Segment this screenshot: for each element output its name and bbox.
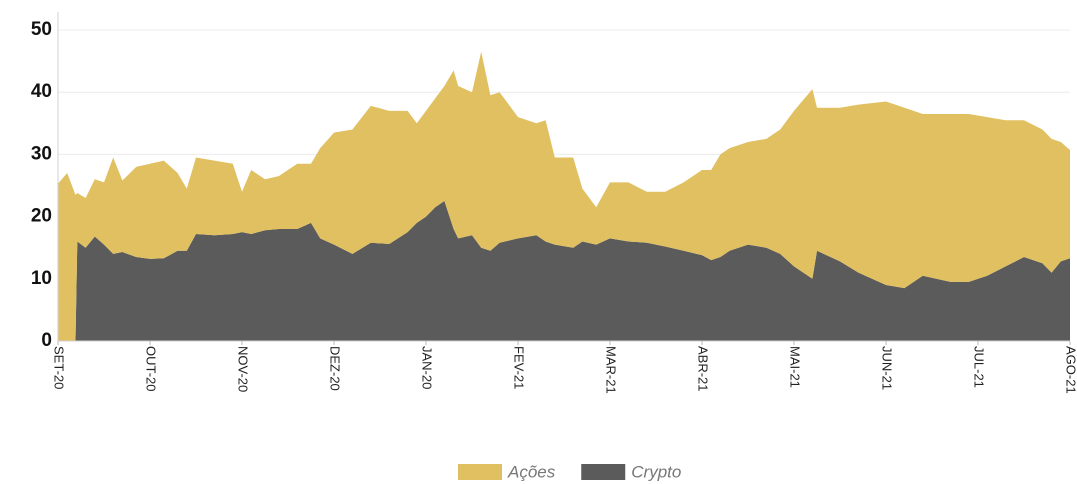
y-tick-label: 30 xyxy=(31,143,52,164)
x-tick-label: OUT-20 xyxy=(144,346,159,392)
legend-swatch xyxy=(458,464,502,480)
legend-swatch xyxy=(581,464,626,480)
legend: Ações Crypto xyxy=(458,462,681,481)
x-tick-label: JUN-21 xyxy=(880,346,895,390)
y-tick-label: 10 xyxy=(31,268,52,289)
area xyxy=(58,51,1070,342)
x-tick-label: ABR-21 xyxy=(696,346,711,392)
x-tick-label: MAI-21 xyxy=(788,346,803,388)
x-tick-label: JUL-21 xyxy=(972,346,987,388)
area xyxy=(58,201,1070,341)
x-tick-label: MAR-21 xyxy=(604,346,619,394)
legend-label: Crypto xyxy=(631,462,681,481)
y-tick-label: 0 xyxy=(41,330,52,351)
x-tick-label: FEV-21 xyxy=(512,346,527,389)
legend-label: Ações xyxy=(507,462,556,481)
x-tick-label: SET-20 xyxy=(52,346,67,389)
y-tick-label: 40 xyxy=(31,81,52,102)
x-tick-label: AGO-21 xyxy=(1064,346,1077,394)
x-tick-label: JAN-20 xyxy=(420,346,435,389)
y-tick-label: 50 xyxy=(31,19,52,40)
x-tick-label: DEZ-20 xyxy=(328,346,343,391)
y-tick-label: 20 xyxy=(31,206,52,227)
x-tick-label: NOV-20 xyxy=(236,346,251,392)
